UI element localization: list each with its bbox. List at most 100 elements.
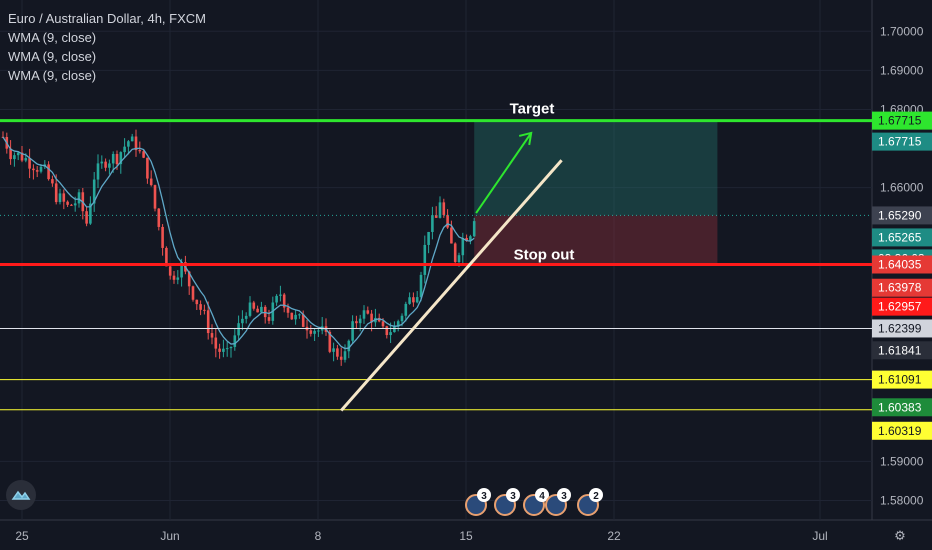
candle: [347, 339, 351, 359]
candle-body: [206, 310, 210, 334]
candle-body: [210, 333, 214, 338]
price-label: 1.67715: [872, 111, 932, 130]
event-badge[interactable]: 3: [465, 488, 491, 516]
candle: [222, 339, 225, 358]
candle: [58, 188, 62, 205]
badge-count: 4: [539, 491, 545, 502]
y-tick-label: 1.59000: [880, 454, 924, 468]
event-badge[interactable]: 3: [545, 488, 571, 516]
price-label-text: 1.60319: [878, 424, 922, 438]
candle-body: [153, 185, 157, 209]
candle-body: [24, 158, 28, 161]
candle-body: [127, 141, 130, 147]
candle-body: [119, 152, 123, 165]
price-label: 1.65265: [872, 228, 932, 247]
price-label-bg: [872, 370, 932, 389]
candle-body: [168, 266, 172, 276]
badge-count: 3: [481, 491, 487, 502]
legend-wma-2[interactable]: WMA (9, close): [8, 49, 97, 64]
candle-body: [400, 315, 404, 322]
candle-body: [92, 179, 96, 204]
tradingview-logo-icon[interactable]: [6, 480, 36, 510]
support-trendline: [340, 159, 563, 412]
chart-legend: Euro / Australian Dollar, 4h, FXCM WMA (…: [8, 9, 206, 85]
x-tick-label: 15: [459, 529, 473, 543]
candle-body: [472, 221, 476, 237]
candle-body: [222, 348, 225, 352]
price-label-bg: [872, 297, 932, 316]
price-label-bg: [872, 228, 932, 247]
candle-body: [385, 326, 389, 336]
candle-body: [244, 315, 248, 319]
y-tick-label: 1.70000: [880, 24, 924, 38]
price-label: 1.64035: [872, 255, 932, 274]
badge-count: 2: [593, 491, 599, 502]
price-label-text: 1.62399: [878, 321, 922, 335]
candle: [332, 342, 335, 362]
candle-body: [412, 297, 415, 303]
candle-body: [229, 346, 233, 349]
candle-body: [47, 164, 50, 180]
candle-body: [134, 136, 138, 151]
candle-body: [328, 331, 332, 352]
candle-body: [237, 323, 240, 336]
badge-count-bg: [477, 488, 491, 502]
candle: [339, 347, 343, 366]
candle-body: [427, 231, 430, 245]
candle-body: [339, 356, 343, 360]
candle: [244, 312, 248, 324]
candle-body: [404, 303, 408, 316]
settings-gear-icon[interactable]: ⚙: [894, 529, 906, 544]
price-label: 1.60319: [872, 421, 932, 440]
candle-body: [461, 237, 465, 256]
candle: [92, 172, 96, 212]
candle-body: [282, 294, 286, 308]
candle-body: [423, 244, 427, 275]
candle-body: [138, 150, 142, 152]
legend-wma-1[interactable]: WMA (9, close): [8, 30, 97, 45]
legend-wma-3[interactable]: WMA (9, close): [8, 68, 97, 83]
candle: [104, 158, 107, 172]
target-annotation: Target: [510, 101, 555, 118]
candle: [294, 310, 297, 325]
candle: [138, 141, 142, 154]
candle: [100, 155, 104, 169]
candle-body: [16, 152, 20, 156]
candle-body: [396, 321, 400, 327]
badge-count-bg: [506, 488, 520, 502]
event-badge[interactable]: 3: [494, 488, 520, 516]
candle-body: [218, 348, 221, 352]
candle: [351, 315, 354, 345]
candle: [153, 184, 157, 212]
candle-body: [165, 247, 168, 267]
event-badge[interactable]: 2: [577, 488, 603, 516]
candle: [442, 198, 446, 218]
price-label: 1.67715: [872, 132, 932, 151]
candle: [343, 344, 347, 363]
candle: [66, 200, 69, 208]
candle-body: [9, 148, 12, 160]
candle: [279, 285, 282, 302]
candle: [419, 271, 423, 302]
price-label-text: 1.67715: [878, 135, 922, 149]
candle-body: [85, 211, 88, 224]
candle-body: [203, 309, 206, 311]
candle: [9, 140, 12, 165]
price-label-text: 1.65265: [878, 230, 922, 244]
candle-body: [358, 318, 362, 324]
candle-body: [434, 215, 438, 218]
candle: [172, 270, 176, 284]
legend-title[interactable]: Euro / Australian Dollar, 4h, FXCM: [8, 11, 206, 26]
candle-body: [66, 201, 69, 205]
event-badge[interactable]: 4: [523, 488, 549, 516]
badge-count-bg: [557, 488, 571, 502]
candle: [260, 301, 263, 313]
price-label-text: 1.63978: [878, 281, 922, 295]
candle-body: [248, 302, 252, 316]
candle: [450, 220, 453, 244]
candle: [191, 285, 195, 302]
candle: [62, 189, 66, 210]
candle-body: [142, 151, 145, 158]
candle-body: [294, 314, 297, 320]
